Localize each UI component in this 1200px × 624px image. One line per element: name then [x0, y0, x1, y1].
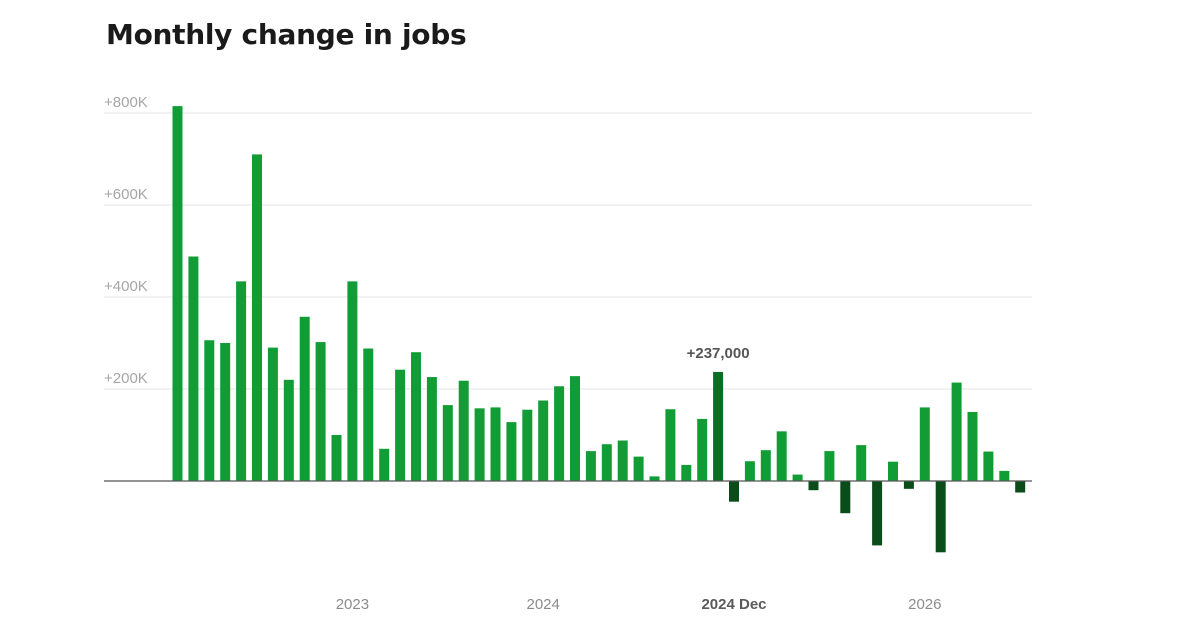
y-tick-label: +400K: [104, 278, 148, 295]
bar: [395, 369, 406, 481]
bar: [713, 371, 724, 481]
bar: [903, 481, 914, 489]
chart-title: Monthly change in jobs: [106, 18, 467, 51]
bar: [681, 464, 692, 481]
bar: [872, 481, 883, 546]
bar: [331, 435, 342, 481]
bar: [792, 474, 803, 481]
bar: [204, 340, 215, 481]
y-tick-label: +800K: [104, 94, 148, 111]
bar: [252, 154, 262, 481]
bar: [490, 407, 501, 481]
bar: [474, 408, 485, 481]
y-axis-ticks: +800K +600K +400K +200K: [104, 94, 148, 387]
bar: [299, 316, 310, 481]
bar: [633, 456, 644, 481]
bar: [315, 342, 326, 481]
bar: [617, 440, 628, 481]
x-tick-label: 2024 Dec: [701, 596, 766, 613]
bar: [426, 377, 437, 481]
bar: [172, 106, 183, 481]
bar: [363, 348, 374, 481]
bar: [729, 481, 739, 502]
highlight-value-label: +237,000: [687, 345, 750, 362]
bar: [951, 382, 962, 481]
x-tick-label: 2026: [908, 596, 941, 613]
bar: [665, 409, 676, 481]
bar: [601, 444, 612, 481]
bar: [1015, 481, 1026, 493]
bars: [172, 106, 1026, 553]
bar: [188, 256, 199, 481]
bar: [347, 281, 358, 481]
annotations: +237,000: [687, 345, 750, 362]
bar: [220, 343, 231, 481]
bar: [442, 405, 453, 481]
bar: [267, 347, 278, 481]
bar: [379, 448, 390, 481]
y-tick-label: +200K: [104, 370, 148, 387]
x-axis-ticks: 2023 2024 2024 Dec 2026: [336, 596, 942, 613]
bar: [776, 431, 787, 481]
bar: [522, 409, 533, 481]
bar: [585, 451, 596, 481]
bar: [824, 451, 835, 481]
bar: [283, 379, 294, 481]
bar: [649, 476, 660, 481]
bar: [744, 461, 755, 481]
bar: [411, 352, 421, 481]
bar: [458, 380, 469, 481]
bar: [856, 445, 867, 481]
bar: [808, 481, 819, 491]
bar: [888, 461, 898, 481]
x-tick-label: 2024: [527, 596, 560, 613]
bar: [570, 376, 580, 481]
bar: [919, 407, 930, 481]
bar: [840, 481, 851, 514]
bar: [697, 418, 708, 481]
bar: [935, 481, 946, 553]
bar: [760, 450, 771, 481]
bar: [236, 281, 247, 481]
y-tick-label: +600K: [104, 186, 148, 203]
bar: [983, 451, 994, 481]
bar: [506, 422, 517, 481]
bar: [538, 400, 549, 481]
x-tick-label: 2023: [336, 596, 369, 613]
bar: [554, 386, 565, 481]
bar: [967, 412, 978, 481]
bar: [999, 470, 1010, 481]
